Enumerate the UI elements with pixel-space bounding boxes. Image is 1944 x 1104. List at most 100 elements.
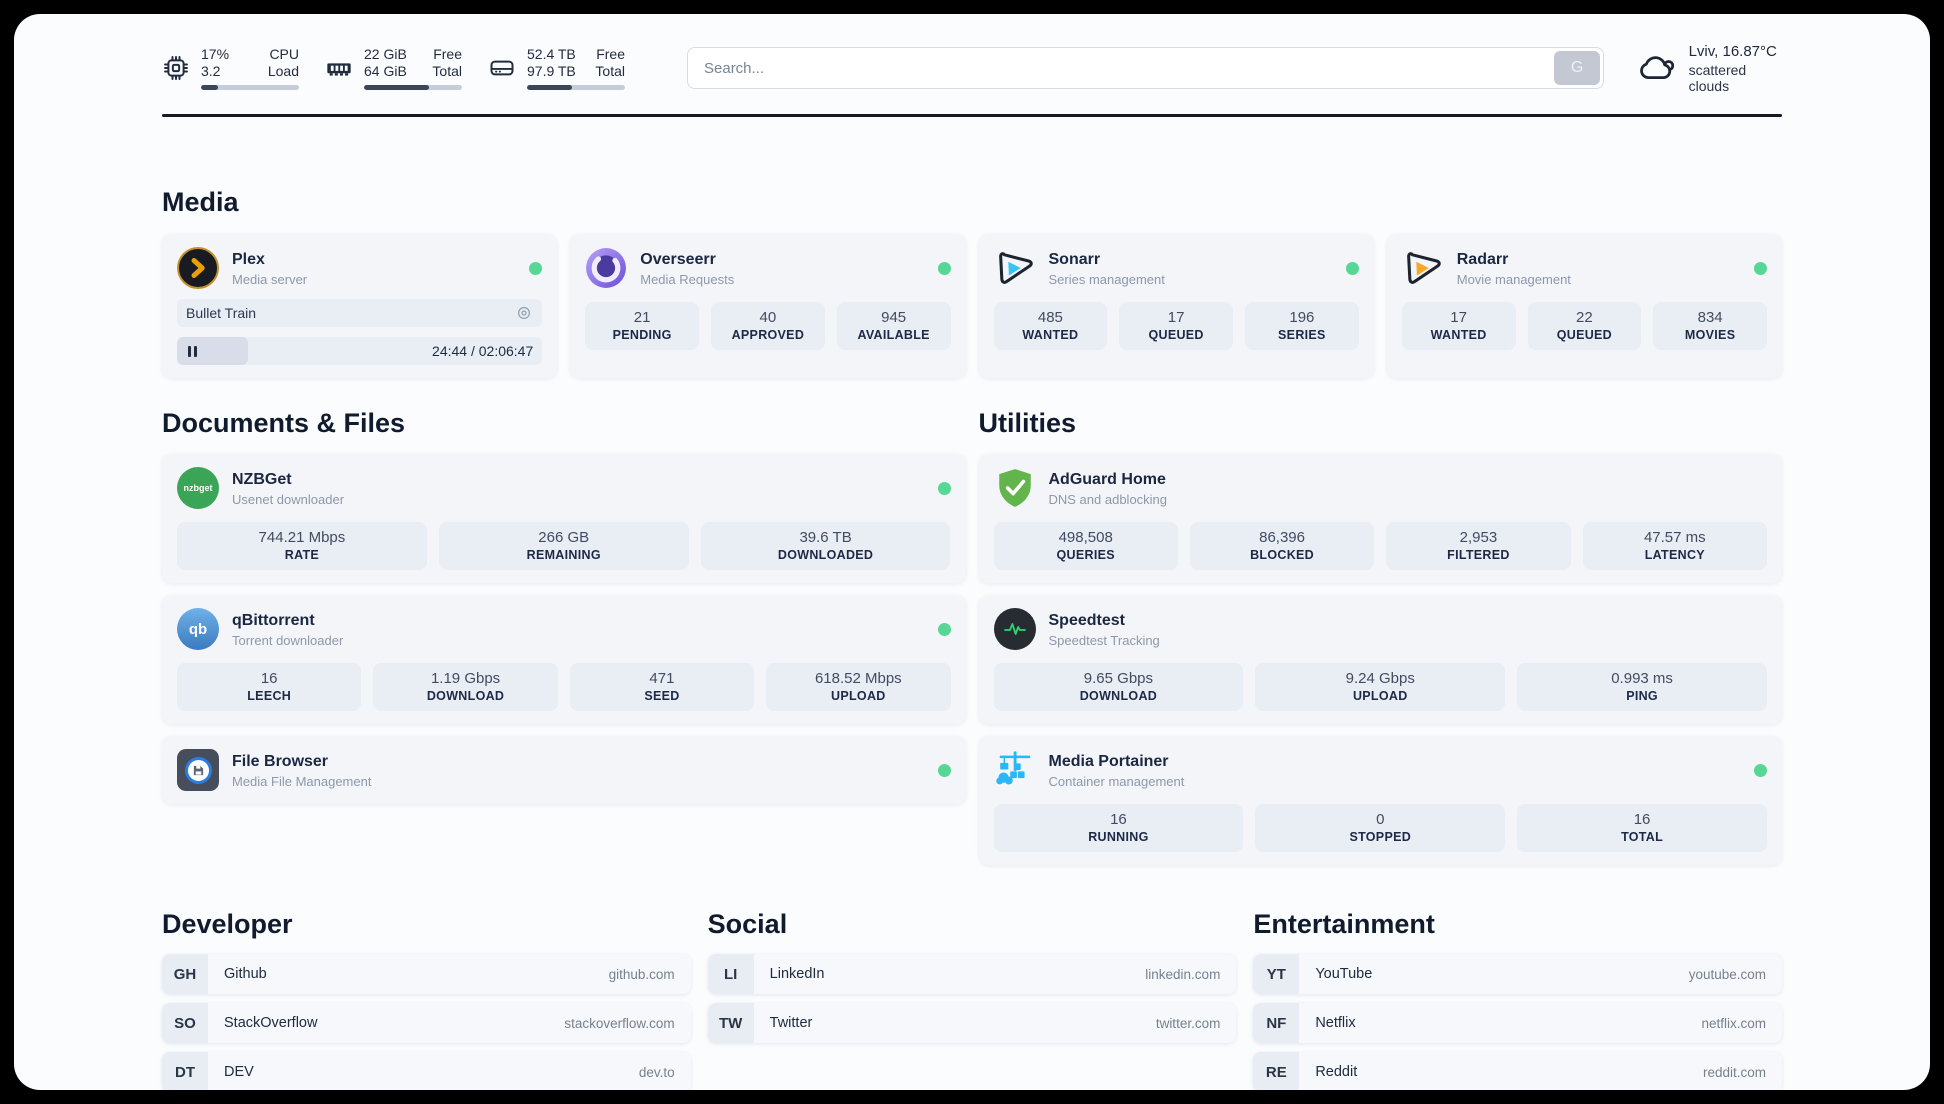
sonarr-icon	[998, 252, 1033, 284]
bookmark-reddit[interactable]: RE Reddit reddit.com	[1253, 1052, 1782, 1090]
bookmark-url: dev.to	[638, 1064, 675, 1080]
app-card-adguard[interactable]: AdGuard Home DNS and adblocking 498,508 Q…	[978, 454, 1782, 583]
bookmark-github[interactable]: GH Github github.com	[162, 954, 691, 994]
stat-pill: 9.24 Gbps UPLOAD	[1255, 663, 1506, 711]
app-name: Media Portainer	[1048, 752, 1169, 770]
stat-pill: 0 STOPPED	[1255, 804, 1506, 852]
nzbget-icon: nzbget	[177, 467, 219, 509]
search-go-button[interactable]: G	[1554, 51, 1601, 85]
bookmark-url: linkedin.com	[1145, 966, 1221, 982]
cpu-usage-value: 17%	[201, 46, 230, 62]
app-card-portainer[interactable]: Media Portainer Container management 16 R…	[978, 736, 1782, 865]
app-card-plex[interactable]: Plex Media server Bullet Train 24:44 / 0…	[162, 234, 558, 378]
stat-pill: 945 AVAILABLE	[836, 302, 951, 350]
dashboard-page: 17% CPU 3.2 Load	[14, 14, 1930, 1090]
stat-pill: 86,396 BLOCKED	[1189, 522, 1375, 570]
cpu-load-value: 3.2	[201, 63, 221, 79]
cpu-progress-track	[201, 85, 299, 90]
documents-column: Documents & Files nzbget NZBGet Usenet d…	[162, 408, 966, 865]
ram-total-label: Total	[432, 63, 462, 79]
ram-free-label: Free	[433, 46, 462, 62]
stat-pill: 16 TOTAL	[1517, 804, 1767, 852]
portainer-icon	[995, 751, 1030, 785]
app-description: Torrent downloader	[232, 632, 344, 648]
ram-progress-track	[364, 85, 462, 90]
app-card-qbittorrent[interactable]: qb qBittorrent Torrent downloader 16 LEEC…	[162, 595, 966, 724]
bookmark-abbr-badge: YT	[1253, 954, 1300, 994]
app-card-radarr[interactable]: Radarr Movie management 17 WANTED 22 QUEUE…	[1386, 234, 1782, 378]
stat-pill: 16 LEECH	[177, 663, 362, 711]
bookmark-youtube[interactable]: YT YouTube youtube.com	[1253, 954, 1782, 994]
bookmark-stackoverflow[interactable]: SO StackOverflow stackoverflow.com	[162, 1003, 691, 1043]
status-online-dot	[937, 481, 951, 495]
status-online-dot	[529, 261, 543, 275]
bookmark-url: twitter.com	[1155, 1015, 1221, 1031]
disk-stat-widget: 52.4 TB Free 97.9 TB Total	[488, 46, 625, 90]
stat-pill: 39.6 TB DOWNLOADED	[700, 522, 951, 570]
app-description: DNS and adblocking	[1048, 491, 1168, 507]
bookmark-name: LinkedIn	[769, 966, 825, 982]
app-card-nzbget[interactable]: nzbget NZBGet Usenet downloader 744.21 M…	[162, 454, 966, 583]
app-name: Sonarr	[1048, 250, 1101, 268]
app-description: Usenet downloader	[232, 491, 345, 507]
cpu-progress-fill	[201, 85, 218, 90]
stat-pill: 196 SERIES	[1245, 302, 1359, 350]
bookmark-abbr-badge: SO	[162, 1003, 208, 1043]
app-card-speedtest[interactable]: Speedtest Speedtest Tracking 9.65 Gbps DO…	[978, 595, 1782, 724]
section-title-documents: Documents & Files	[162, 408, 406, 438]
app-card-filebrowser[interactable]: File Browser Media File Management	[162, 736, 966, 804]
ram-free-value: 22 GiB	[364, 46, 407, 62]
weather-widget: Lviv, 16.87°C scattered clouds	[1638, 43, 1782, 94]
cpu-stat-widget: 17% CPU 3.2 Load	[162, 46, 299, 90]
bookmark-url: reddit.com	[1702, 1064, 1766, 1080]
bookmark-linkedin[interactable]: LI LinkedIn linkedin.com	[707, 954, 1237, 994]
stat-pill: 0.993 ms PING	[1517, 663, 1767, 711]
playback-progress-row: 24:44 / 02:06:47	[177, 337, 543, 365]
cpu-icon	[164, 56, 188, 80]
stat-pill: 471 SEED	[569, 663, 755, 711]
app-description: Media Requests	[640, 271, 735, 287]
stat-pill: 618.52 Mbps UPLOAD	[766, 663, 951, 711]
stat-pill: 17 WANTED	[1401, 302, 1516, 350]
bookmark-group-social: Social LI LinkedIn linkedin.com TW Twitt…	[707, 909, 1237, 1090]
stat-pill: 498,508 QUERIES	[993, 522, 1178, 570]
bookmark-netflix[interactable]: NF Netflix netflix.com	[1253, 1003, 1782, 1043]
disc-icon	[518, 306, 531, 320]
cpu-load-label: Load	[267, 63, 299, 79]
app-card-sonarr[interactable]: Sonarr Series management 485 WANTED 17 QUE…	[978, 234, 1374, 378]
bookmark-url: stackoverflow.com	[564, 1015, 675, 1031]
ram-icon	[327, 63, 351, 76]
bookmark-name: Github	[224, 966, 267, 982]
bookmark-abbr-badge: LI	[707, 954, 754, 994]
bookmark-name: StackOverflow	[224, 1015, 318, 1031]
utilities-column: Utilities AdGuard Home DNS and adblockin…	[978, 408, 1782, 865]
cloud-icon	[1640, 56, 1675, 79]
bookmark-name: DEV	[224, 1064, 254, 1080]
search-input[interactable]	[687, 47, 1605, 89]
app-description: Media server	[232, 271, 308, 287]
filebrowser-icon	[177, 749, 219, 791]
pause-button[interactable]	[186, 345, 199, 357]
section-title-utilities: Utilities	[978, 408, 1077, 438]
app-name: Overseerr	[640, 250, 716, 268]
bookmark-name: Netflix	[1315, 1015, 1356, 1031]
bookmark-dev[interactable]: DT DEV dev.to	[162, 1052, 691, 1090]
section-title-developer: Developer	[162, 909, 293, 939]
bookmark-twitter[interactable]: TW Twitter twitter.com	[707, 1003, 1237, 1043]
stat-pill: 485 WANTED	[993, 302, 1108, 350]
stat-pill: 16 RUNNING	[993, 804, 1244, 852]
stat-pill: 744.21 Mbps RATE	[177, 522, 427, 570]
section-title-entertainment: Entertainment	[1253, 909, 1435, 939]
now-playing-title: Bullet Train	[186, 305, 257, 321]
bookmark-url: github.com	[608, 966, 675, 982]
stat-pill: 47.57 ms LATENCY	[1582, 522, 1767, 570]
stat-pill: 9.65 Gbps DOWNLOAD	[993, 663, 1244, 711]
status-online-dot	[1754, 763, 1767, 777]
stat-pill: 266 GB REMAINING	[438, 522, 689, 570]
plex-icon	[177, 247, 219, 289]
section-title-media: Media	[162, 187, 239, 217]
app-card-overseerr[interactable]: Overseerr Media Requests 21 PENDING 40 APP…	[570, 234, 966, 378]
disk-progress-fill	[527, 85, 573, 90]
app-description: Container management	[1048, 773, 1185, 789]
bookmark-url: youtube.com	[1688, 966, 1766, 982]
